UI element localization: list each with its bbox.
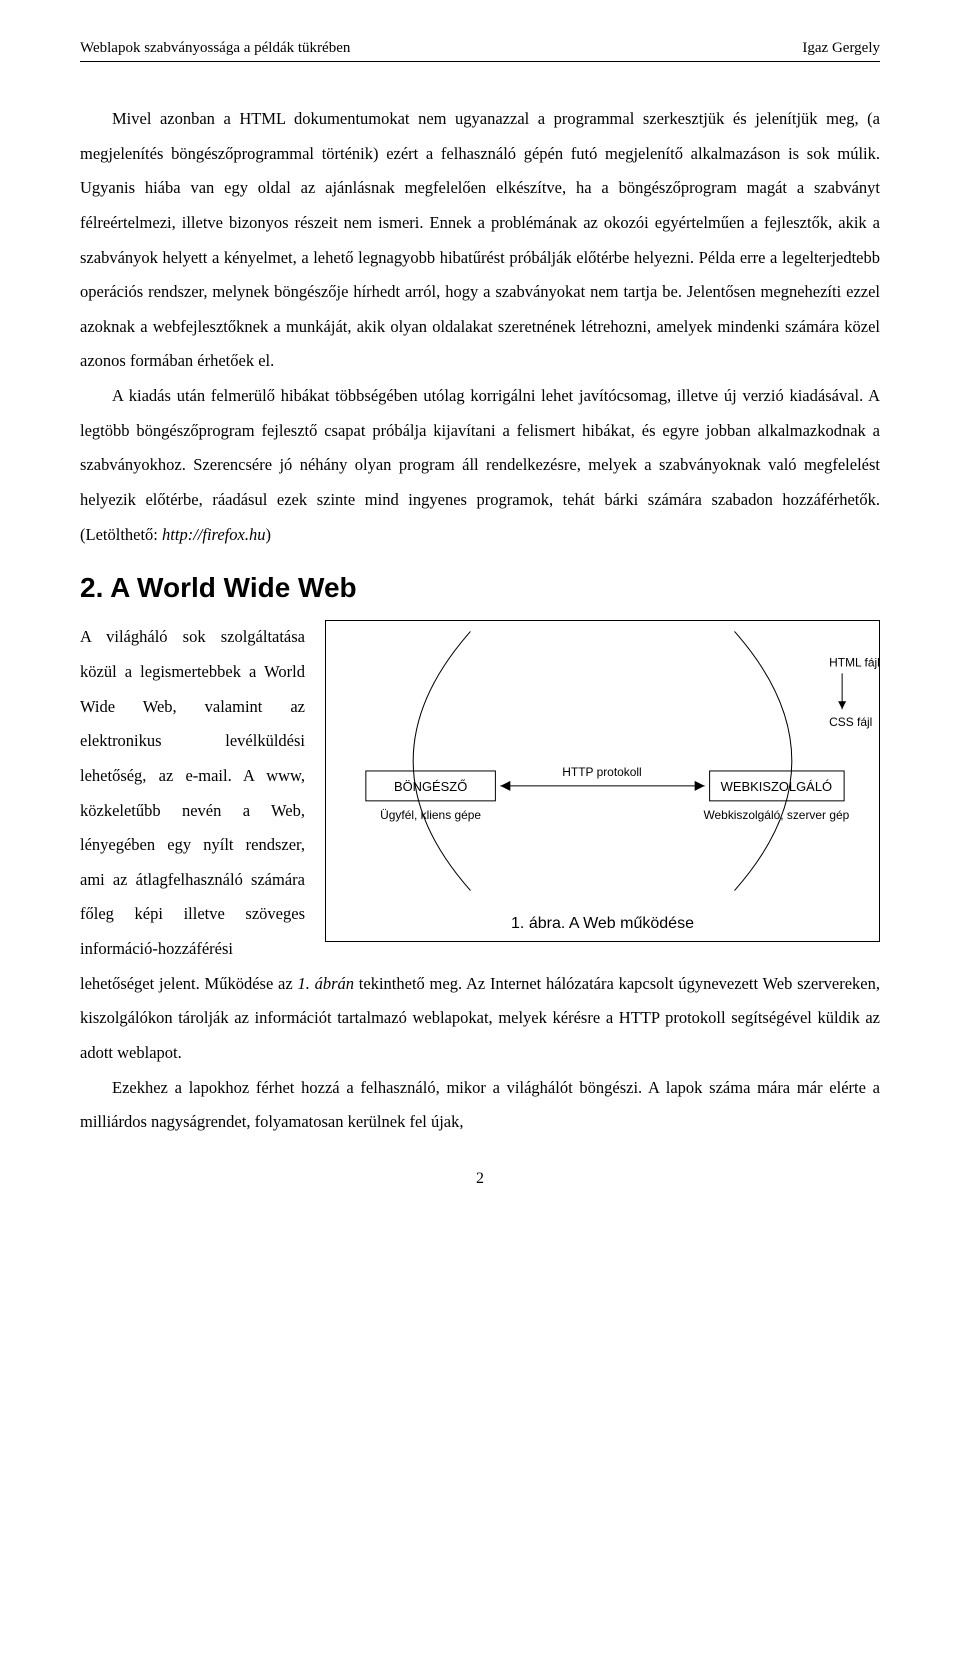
css-file-label: CSS fájl <box>829 715 872 729</box>
left-arc <box>413 632 470 891</box>
left-sub-label: Ügyfél, kliens gépe <box>380 808 481 822</box>
paragraph-2c: ) <box>265 525 271 544</box>
paragraph-2: A kiadás után felmerülő hibákat többségé… <box>80 379 880 552</box>
header-divider <box>80 61 880 62</box>
page-number: 2 <box>80 1170 880 1188</box>
http-label: HTTP protokoll <box>562 765 641 779</box>
section-body-b: 1. ábrán <box>297 974 354 993</box>
paragraph-2a: A kiadás után felmerülő hibákat többségé… <box>80 386 880 544</box>
section-body-wrap: BÖNGÉSZŐ Ügyfél, kliens gépe WEBKISZOLGÁ… <box>80 620 880 1070</box>
diagram-figure: BÖNGÉSZŐ Ügyfél, kliens gépe WEBKISZOLGÁ… <box>325 620 880 942</box>
section-body-a: A világháló sok szolgáltatása közül a le… <box>80 627 305 992</box>
arrow-left-head <box>500 781 510 791</box>
header-left: Weblapok szabványossága a példák tükrébe… <box>80 40 350 57</box>
page-header: Weblapok szabványossága a példák tükrébe… <box>80 40 880 57</box>
arrow-right-head <box>695 781 705 791</box>
right-sub-label: Webkiszolgáló, szerver gép <box>703 808 849 822</box>
figure-caption: 1. ábra. A Web működése <box>326 907 879 941</box>
left-box-label: BÖNGÉSZŐ <box>394 779 467 794</box>
right-box-label: WEBKISZOLGÁLÓ <box>721 779 832 794</box>
paragraph-2-link: http://firefox.hu <box>162 525 265 544</box>
file-arrow-head <box>838 702 846 710</box>
header-right: Igaz Gergely <box>802 40 880 57</box>
section-heading: 2. A World Wide Web <box>80 572 880 604</box>
html-file-label: HTML fájl <box>829 656 879 670</box>
right-arc <box>735 632 792 891</box>
paragraph-1: Mivel azonban a HTML dokumentumokat nem … <box>80 102 880 379</box>
diagram-svg: BÖNGÉSZŐ Ügyfél, kliens gépe WEBKISZOLGÁ… <box>326 621 879 901</box>
paragraph-4: Ezekhez a lapokhoz férhet hozzá a felhas… <box>80 1071 880 1140</box>
